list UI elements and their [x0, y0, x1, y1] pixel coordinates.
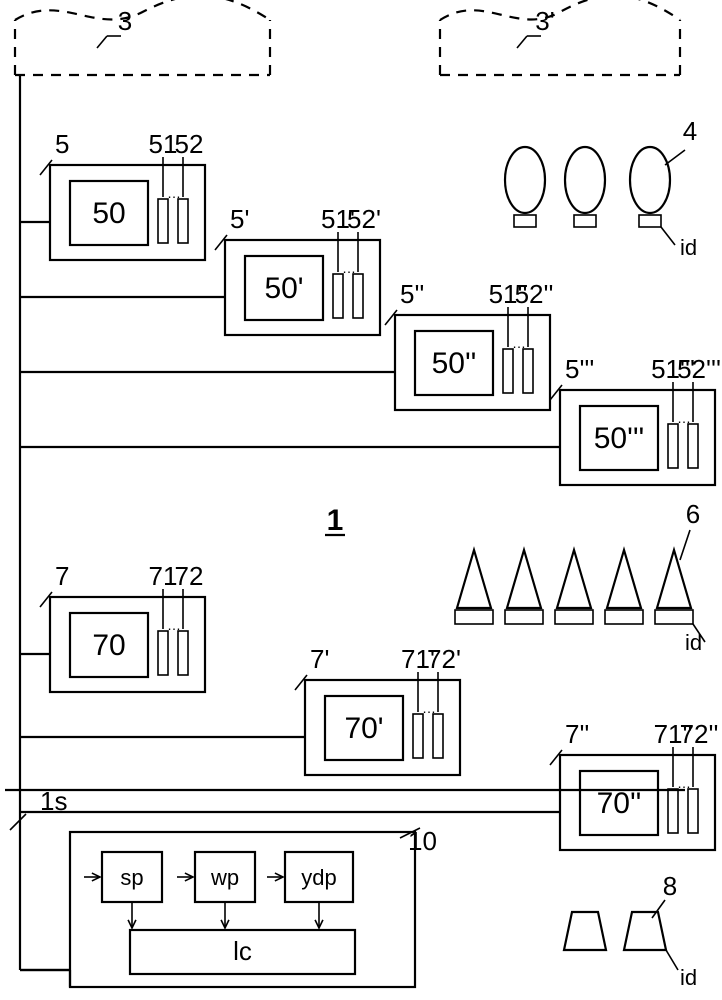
module-dots: … [677, 775, 691, 791]
panel-10-label: 10 [408, 826, 437, 856]
module-box-label: 5''' [565, 354, 594, 384]
module-core-label: 70 [92, 629, 125, 662]
module-core-label: 70'' [597, 787, 642, 820]
module-5: 50 … 5 5152 [20, 129, 205, 260]
panel-box-label: sp [120, 865, 143, 890]
module-dots: … [167, 617, 181, 633]
module-core-label: 50'' [432, 347, 477, 380]
module-core-label: 50' [264, 272, 303, 305]
module-box-label: 5'' [400, 279, 424, 309]
module-7: 70 … 7 7172 [20, 561, 205, 692]
module-box-label: 7' [310, 644, 329, 674]
cloud-label: 3' [535, 6, 554, 36]
module-slot1-label: 71 [149, 561, 178, 591]
panel-box-label: wp [210, 865, 239, 890]
dashed-cloud: 3 [15, 0, 270, 75]
module-box-label: 5' [230, 204, 249, 234]
module-slot2-label: 52''' [677, 354, 721, 384]
module-5: 50'…5'51'52' [20, 204, 381, 335]
module-box-label: 7'' [565, 719, 589, 749]
label-id: id [680, 235, 697, 260]
module-7: 70'…7'71'72' [20, 644, 461, 775]
label-6: 6 [686, 499, 700, 529]
module-slot2-label: 72 [175, 561, 204, 591]
panel-box-label: ydp [301, 865, 336, 890]
module-5: 50'''…5'''51'''52''' [20, 354, 721, 485]
module-slot2-label: 72'' [680, 719, 719, 749]
module-dots: … [512, 335, 526, 351]
module-core-label: 70' [344, 712, 383, 745]
module-slot2-label: 52 [175, 129, 204, 159]
ellipse-group: 4 id [505, 116, 697, 260]
trapezoid-group: 8 id [564, 871, 697, 990]
cloud-label: 3 [118, 6, 132, 36]
module-core-label: 50''' [594, 422, 645, 455]
module-core-label: 50 [92, 197, 125, 230]
module-dots: … [677, 410, 691, 426]
module-dots: … [167, 185, 181, 201]
module-slot2-label: 72' [427, 644, 461, 674]
module-slot2-label: 52'' [515, 279, 554, 309]
module-dots: … [422, 700, 436, 716]
module-slot2-label: 52' [347, 204, 381, 234]
panel-lc-label: lc [233, 936, 252, 966]
label-8: 8 [663, 871, 677, 901]
panel-10: 10 sp wp ydp lc [20, 826, 437, 987]
central-label: 1 [327, 504, 344, 537]
label-id: id [680, 965, 697, 990]
cone-group: 6id [455, 499, 705, 655]
dashed-cloud: 3' [440, 0, 680, 75]
label-4: 4 [683, 116, 697, 146]
module-dots: … [342, 260, 356, 276]
module-box-label: 7 [55, 561, 69, 591]
module-box-label: 5 [55, 129, 69, 159]
module-slot1-label: 51 [149, 129, 178, 159]
